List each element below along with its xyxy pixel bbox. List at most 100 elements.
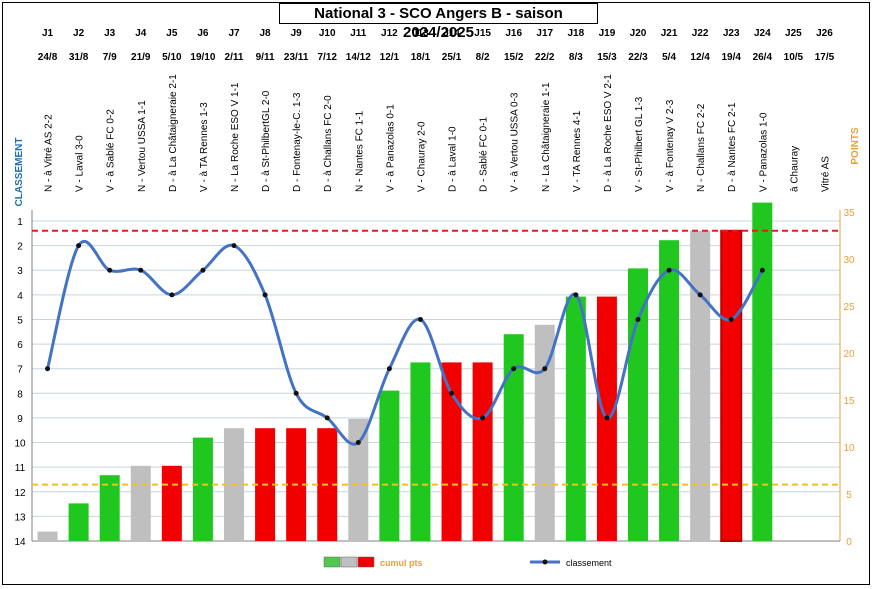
points-bar xyxy=(379,390,400,541)
ranking-point xyxy=(355,440,361,446)
ranking-point xyxy=(759,267,765,273)
ranking-point xyxy=(293,390,299,396)
rank-tick-label: 4 xyxy=(17,291,23,302)
ranking-point xyxy=(728,316,734,322)
round-date: 5/10 xyxy=(162,52,182,63)
match-label: D - Fontenay-le-C. 1-3 xyxy=(292,92,303,192)
round-label: J14 xyxy=(443,28,460,39)
points-bar xyxy=(130,465,151,541)
points-bar xyxy=(161,465,182,541)
points-tick-label: 20 xyxy=(843,349,855,360)
match-label: Vitré AS xyxy=(820,156,831,192)
round-date: 19/10 xyxy=(190,52,215,63)
match-label: N - à Vitré AS 2-2 xyxy=(44,114,55,192)
round-date: 12/1 xyxy=(380,52,400,63)
points-bar xyxy=(659,240,680,541)
round-label: J19 xyxy=(599,28,616,39)
ranking-point xyxy=(76,243,82,249)
round-label: J1 xyxy=(42,28,54,39)
round-label: J26 xyxy=(816,28,833,39)
round-label: J20 xyxy=(630,28,647,39)
match-label: V - à Fontenay V 2-3 xyxy=(665,99,676,192)
round-label: J18 xyxy=(568,28,585,39)
points-bar xyxy=(68,503,89,541)
round-date: 7/9 xyxy=(103,52,117,63)
match-label: V - à Vertou USSA 0-3 xyxy=(510,92,521,192)
rank-tick-label: 14 xyxy=(14,537,26,548)
rank-tick-label: 11 xyxy=(15,463,26,474)
round-label: J16 xyxy=(505,28,522,39)
points-bar xyxy=(99,475,120,541)
match-label: N - Vertou USSA 1-1 xyxy=(137,100,148,192)
round-date: 22/2 xyxy=(535,52,555,63)
points-bar xyxy=(441,362,462,541)
match-label: à Chauray xyxy=(789,146,800,192)
legend-label-rank: classement xyxy=(566,558,612,568)
match-label: D - à Challans FC 2-0 xyxy=(323,95,334,192)
round-date: 22/3 xyxy=(628,52,648,63)
round-label: J21 xyxy=(661,28,678,39)
ranking-point xyxy=(573,292,579,298)
match-label: D - Sablé FC 0-1 xyxy=(479,117,490,192)
match-label: D - à La Châtaigneraie 2-1 xyxy=(168,74,179,192)
round-date: 24/8 xyxy=(38,52,58,63)
points-bar xyxy=(565,296,586,541)
round-date: 7/12 xyxy=(317,52,337,63)
ranking-point xyxy=(200,267,206,273)
round-label: J23 xyxy=(723,28,740,39)
match-label: N - Nantes FC 1-1 xyxy=(354,110,365,192)
round-date: 14/12 xyxy=(346,52,371,63)
round-label: J15 xyxy=(474,28,491,39)
points-bar xyxy=(690,230,711,542)
ranking-point xyxy=(45,366,51,372)
round-label: J11 xyxy=(350,28,367,39)
legend-swatch xyxy=(340,556,358,568)
round-date: 17/5 xyxy=(815,52,835,63)
match-label: V - TA Rennes 4-1 xyxy=(572,110,583,192)
rank-tick-label: 7 xyxy=(17,365,23,376)
round-label: J4 xyxy=(135,28,147,39)
ranking-point xyxy=(231,243,237,249)
ranking-point xyxy=(449,390,455,396)
rank-tick-label: 12 xyxy=(14,488,26,499)
round-date: 18/1 xyxy=(411,52,431,63)
rank-tick-label: 9 xyxy=(17,414,23,425)
match-label: N - Challans FC 2-2 xyxy=(696,103,707,192)
round-date: 19/4 xyxy=(721,52,741,63)
match-label: D - à St-PhilbertGL 2-0 xyxy=(261,90,272,192)
legend-label-points: cumul pts xyxy=(380,558,423,568)
match-label: V - à TA Rennes 1-3 xyxy=(199,102,210,192)
round-date: 31/8 xyxy=(69,52,89,63)
round-date: 9/11 xyxy=(256,52,275,63)
match-label: D - à La Roche ESO V 2-1 xyxy=(603,74,614,192)
points-tick-label: 35 xyxy=(843,208,855,219)
points-tick-label: 10 xyxy=(843,443,855,454)
round-date: 23/11 xyxy=(284,52,309,63)
ranking-point xyxy=(138,267,144,273)
points-tick-label: 5 xyxy=(846,490,852,501)
points-bar xyxy=(37,531,58,541)
round-label: J8 xyxy=(260,28,272,39)
ranking-point xyxy=(169,292,175,298)
ranking-point xyxy=(480,415,486,421)
points-bar xyxy=(503,334,524,541)
chart-title: National 3 - SCO Angers B - saison 2024/… xyxy=(279,3,598,41)
points-tick-label: 15 xyxy=(843,396,855,407)
ranking-point xyxy=(417,316,423,322)
points-bar xyxy=(192,437,213,541)
points-tick-label: 0 xyxy=(846,537,852,548)
round-label: J7 xyxy=(228,28,240,39)
points-bar xyxy=(534,324,555,541)
round-label: J6 xyxy=(197,28,209,39)
round-date: 15/2 xyxy=(504,52,524,63)
round-date: 10/5 xyxy=(784,52,804,63)
round-label: J17 xyxy=(536,28,553,39)
rank-tick-label: 10 xyxy=(14,439,26,450)
ranking-line xyxy=(46,240,764,446)
match-label: V - St-Philbert GL 1-3 xyxy=(634,96,645,192)
ranking-point xyxy=(635,316,641,322)
points-bar xyxy=(348,418,369,541)
points-tick-label: 25 xyxy=(843,302,855,313)
